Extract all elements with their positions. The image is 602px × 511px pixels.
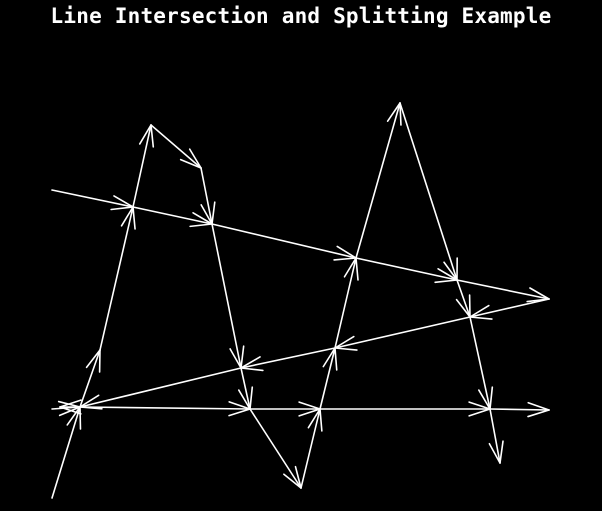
line-segment	[211, 223, 242, 369]
line-segment	[200, 167, 213, 225]
arrowhead-stroke	[120, 206, 134, 227]
arrowhead-stroke	[298, 401, 321, 410]
line-segment	[489, 408, 550, 411]
arrowhead-stroke	[334, 347, 338, 371]
arrowhead-stroke	[478, 389, 491, 410]
arrowhead-stroke	[85, 349, 101, 369]
arrowhead-stroke	[249, 386, 254, 410]
arrowhead-stroke	[138, 124, 152, 145]
arrowhead-stroke	[228, 408, 251, 417]
arrowhead-stroke	[66, 406, 81, 426]
line-segment	[399, 102, 458, 281]
line-segment	[489, 408, 501, 464]
line-segment	[300, 408, 321, 489]
arrowhead-stroke	[192, 212, 213, 225]
line-segment	[240, 367, 251, 410]
arrowhead-stroke	[343, 257, 357, 278]
line-segment	[334, 257, 357, 349]
arrowhead-stroke	[468, 401, 491, 410]
line-segment	[355, 257, 458, 281]
arrowhead-stroke	[527, 401, 550, 411]
line-segment	[355, 102, 401, 259]
line-segment	[132, 206, 213, 225]
arrowhead-stroke	[283, 473, 302, 489]
diagram-title: Line Intersection and Splitting Example	[50, 4, 552, 28]
line-segment	[132, 124, 152, 208]
arrowhead-stroke	[237, 389, 251, 410]
arrowhead-stroke	[469, 304, 490, 318]
arrowhead-stroke	[113, 195, 134, 208]
arrowhead-stroke	[200, 204, 213, 225]
arrowhead-stroke	[179, 158, 202, 169]
arrowhead-stroke	[59, 406, 82, 415]
arrowhead-stroke	[469, 316, 493, 320]
line-segment	[51, 406, 81, 499]
line-segment	[211, 223, 357, 259]
arrowhead-stroke	[240, 345, 245, 369]
arrowhead-stroke	[334, 335, 355, 349]
line-segment	[456, 279, 471, 318]
line-segment	[79, 406, 251, 410]
arrowhead-stroke	[240, 356, 261, 369]
arrowhead-stroke	[488, 442, 501, 464]
arrowhead-stroke	[399, 102, 402, 126]
arrowhead-stroke	[455, 298, 471, 318]
arrowhead-stroke	[188, 148, 202, 169]
arrowhead-stroke	[319, 408, 323, 432]
arrowhead-stroke	[229, 348, 242, 369]
arrowhead-stroke	[79, 406, 103, 410]
arrowheads	[57, 102, 550, 489]
line-segment	[249, 408, 302, 489]
arrowhead-stroke	[489, 386, 494, 410]
line-segment	[240, 347, 336, 369]
line-segment	[469, 298, 550, 318]
arrowhead-stroke	[529, 287, 550, 300]
arrowhead-stroke	[189, 223, 213, 228]
line-segment	[51, 189, 134, 208]
arrowhead-stroke	[336, 245, 357, 259]
line-segment	[79, 349, 101, 408]
arrowhead-stroke	[298, 408, 321, 417]
arrowhead-stroke	[443, 261, 458, 281]
line-segment	[319, 347, 336, 410]
line-segment	[334, 316, 471, 349]
arrowhead-stroke	[526, 298, 550, 303]
arrowhead-stroke	[437, 267, 458, 281]
arrowhead-stroke	[59, 399, 82, 408]
line-segment	[99, 206, 134, 351]
arrowhead-stroke	[228, 401, 251, 410]
arrowhead-stroke	[132, 206, 136, 230]
arrowhead-stroke	[240, 367, 264, 372]
line-segment	[150, 124, 202, 169]
arrowhead-stroke	[468, 408, 491, 417]
arrowhead-stroke	[294, 465, 302, 489]
arrowhead-stroke	[322, 347, 336, 368]
line-segment	[469, 316, 491, 410]
line-segment	[79, 367, 242, 408]
arrowhead-stroke	[211, 201, 216, 225]
arrowhead-stroke	[150, 124, 155, 148]
arrowhead-stroke	[434, 279, 458, 284]
arrowhead-stroke	[110, 206, 134, 211]
arrowhead-stroke	[386, 102, 401, 122]
arrowhead-stroke	[334, 347, 358, 351]
arrowhead-stroke	[527, 409, 550, 418]
arrowhead-stroke	[58, 406, 81, 417]
arrowhead-stroke	[355, 257, 359, 281]
arrowhead-stroke	[333, 257, 357, 261]
line-segments	[51, 102, 550, 499]
line-segment	[456, 279, 550, 300]
arrowhead-stroke	[79, 394, 100, 408]
arrowhead-stroke	[499, 440, 504, 464]
arrowhead-stroke	[307, 408, 321, 429]
